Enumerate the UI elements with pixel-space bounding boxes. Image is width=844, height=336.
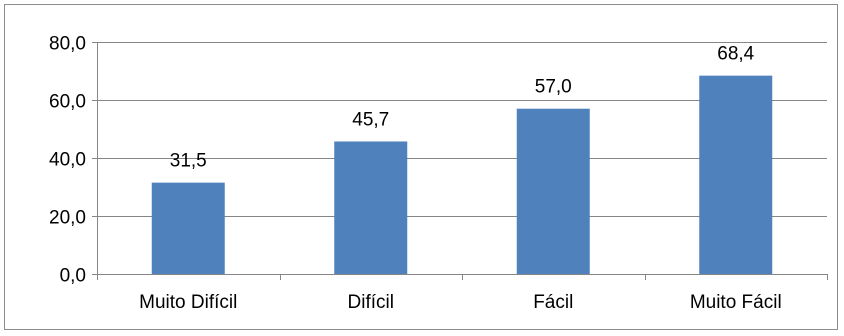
x-category-label: Muito Fácil [690, 292, 782, 313]
chart-frame: 0,0 20,0 40,0 60,0 80,0 31,5 45,7 57,0 68,4 Mui… [4, 4, 838, 330]
y-axis-tick-labels: 0,0 20,0 40,0 60,0 80,0 [49, 34, 86, 287]
data-label: 68,4 [717, 44, 754, 65]
data-label: 57,0 [535, 77, 572, 98]
y-tick-label: 20,0 [49, 208, 86, 229]
y-tick-label: 60,0 [49, 92, 86, 113]
x-category-label: Muito Difícil [139, 292, 237, 313]
x-axis-category-labels: Muito Difícil Difícil Fácil Muito Fácil [139, 292, 782, 313]
bar [699, 75, 773, 274]
y-tick-label: 0,0 [60, 266, 86, 287]
y-tick-label: 80,0 [49, 34, 86, 55]
y-tick-label: 40,0 [49, 150, 86, 171]
data-label: 31,5 [170, 151, 207, 172]
bar [334, 141, 408, 274]
axes [92, 42, 828, 280]
x-category-label: Difícil [348, 292, 394, 313]
x-category-label: Fácil [533, 292, 573, 313]
bars [151, 75, 773, 274]
bar-chart: 0,0 20,0 40,0 60,0 80,0 31,5 45,7 57,0 68,4 Mui… [49, 34, 828, 313]
bar [516, 108, 590, 274]
data-labels: 31,5 45,7 57,0 68,4 [170, 44, 755, 172]
data-label: 45,7 [352, 109, 389, 130]
bar [151, 182, 225, 274]
